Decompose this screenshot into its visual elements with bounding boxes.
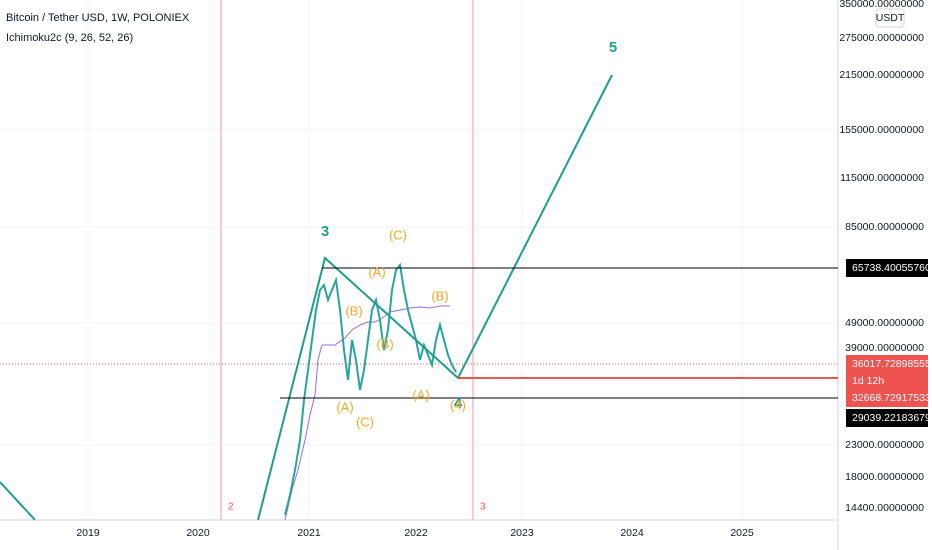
- price-label: 275000.00000000: [839, 32, 924, 44]
- wave-label-major: 3: [321, 223, 329, 240]
- price-label: 14400.00000000: [845, 502, 924, 514]
- price-badge-text: 29039.22183679: [852, 412, 931, 424]
- currency-badge[interactable]: [875, 8, 905, 28]
- time-label: 2019: [76, 527, 100, 539]
- wave-label-minor: (4): [450, 397, 466, 412]
- price-badge: [846, 409, 928, 427]
- wave-label-minor: (C): [389, 227, 407, 242]
- time-label: 2022: [404, 527, 428, 539]
- price-badge-text: 32668.72917533: [852, 392, 931, 404]
- wave-label-minor: (A): [336, 399, 353, 414]
- price-label: 23000.00000000: [845, 439, 924, 451]
- wave-lines: [0, 74, 613, 521]
- price-badge: [846, 389, 928, 407]
- ichimoku-line: [284, 305, 450, 521]
- indicator-title: Ichimoku2c (9, 26, 52, 26): [6, 32, 133, 44]
- price-label: 39000.00000000: [845, 342, 924, 354]
- grid: [0, 0, 838, 520]
- wave-label-minor: (A): [368, 264, 385, 279]
- time-label: 2021: [297, 527, 321, 539]
- time-label: 2020: [186, 527, 210, 539]
- price-label: 115000.00000000: [840, 172, 924, 184]
- price-label: 350000.00000000: [839, 0, 924, 10]
- wave-label-minor: (B): [345, 303, 362, 318]
- wave-label-minor: (C): [356, 414, 374, 429]
- price-label: 85000.00000000: [845, 221, 924, 233]
- price-badge-text: 1d 12h: [852, 375, 884, 387]
- price-badge-text: 36017.72898555: [852, 358, 931, 370]
- price-label: 49000.00000000: [845, 317, 924, 329]
- wave-label-major: 4: [454, 395, 463, 412]
- time-label: 2023: [510, 527, 534, 539]
- session-label: 2: [228, 502, 234, 513]
- wave-label-minor: (B): [376, 336, 393, 351]
- time-label: 2025: [730, 527, 754, 539]
- price-candles: [284, 262, 457, 516]
- price-label: 215000.00000000: [839, 69, 924, 81]
- price-badge: [846, 259, 928, 277]
- time-label: 2024: [620, 527, 644, 539]
- session-label: 3: [480, 502, 486, 513]
- price-label: 155000.00000000: [839, 124, 924, 136]
- price-badge: [846, 355, 928, 373]
- wave-label-major: 5: [609, 39, 617, 56]
- price-label: 18000.00000000: [845, 471, 924, 483]
- price-badge-text: 65738.40055760: [852, 262, 931, 274]
- symbol-title: Bitcoin / Tether USD, 1W, POLONIEX: [6, 12, 190, 24]
- wave-label-minor: (B): [431, 288, 448, 303]
- wave-label-minor: (A): [412, 387, 429, 402]
- price-badge: [846, 372, 928, 390]
- currency[interactable]: USDT: [876, 12, 905, 24]
